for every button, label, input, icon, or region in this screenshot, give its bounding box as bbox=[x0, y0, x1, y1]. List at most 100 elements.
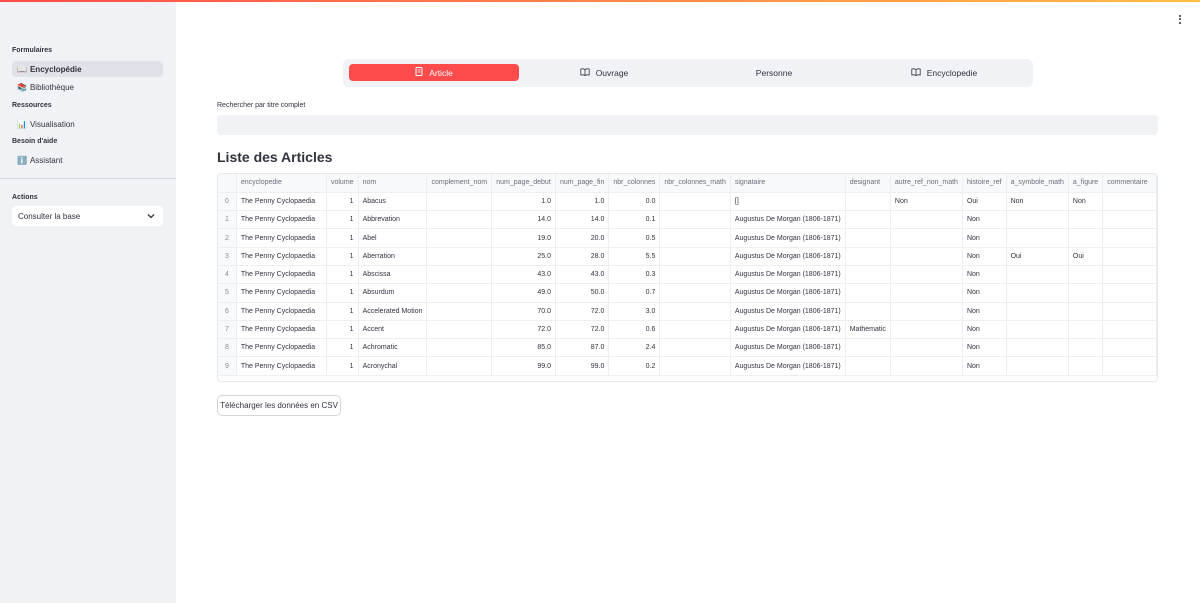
table-cell[interactable] bbox=[845, 247, 891, 266]
table-cell[interactable]: 87.0 bbox=[555, 338, 610, 358]
table-cell[interactable]: Oui bbox=[1006, 247, 1069, 266]
table-cell[interactable]: 72.0 bbox=[491, 320, 556, 340]
tab-ouvrage[interactable]: Ouvrage bbox=[519, 64, 689, 81]
table-cell[interactable]: 1 bbox=[326, 247, 359, 266]
table-cell[interactable] bbox=[426, 228, 493, 248]
table-cell[interactable]: Non bbox=[962, 210, 1007, 230]
table-cell[interactable] bbox=[890, 302, 963, 321]
table-cell[interactable] bbox=[1068, 228, 1104, 248]
table-cell[interactable] bbox=[426, 210, 493, 230]
download-csv-button[interactable]: Télécharger les données en CSV bbox=[217, 395, 341, 416]
table-cell[interactable] bbox=[1102, 356, 1157, 376]
column-header[interactable]: volume bbox=[326, 174, 359, 193]
table-cell[interactable] bbox=[890, 265, 963, 285]
table-cell[interactable]: Augustus De Morgan (1806-1871) bbox=[730, 338, 846, 358]
table-cell[interactable]: Absurdum bbox=[358, 283, 428, 303]
table-cell[interactable]: The Penny Cyclopaedia bbox=[236, 192, 327, 212]
table-cell[interactable]: The Penny Cyclopaedia bbox=[236, 338, 327, 358]
table-cell[interactable]: Augustus De Morgan (1806-1871) bbox=[730, 356, 846, 376]
table-cell[interactable]: 25.0 bbox=[491, 247, 556, 266]
table-cell[interactable]: The Penny Cyclopaedia bbox=[236, 210, 327, 230]
table-cell[interactable] bbox=[890, 338, 963, 358]
table-row[interactable]: 2 The Penny Cyclopaedia 1 Abel 19.0 20.0 0.5 Au… bbox=[218, 228, 1157, 248]
table-cell[interactable] bbox=[659, 228, 731, 248]
table-row[interactable]: 1 The Penny Cyclopaedia 1 Abbrevation 14.0 14… bbox=[218, 210, 1157, 230]
table-cell[interactable] bbox=[1102, 247, 1157, 266]
table-cell[interactable] bbox=[845, 302, 891, 321]
table-cell[interactable]: 3.0 bbox=[608, 302, 661, 321]
table-cell[interactable]: Mathematic bbox=[845, 320, 891, 340]
table-cell[interactable]: 1 bbox=[326, 265, 359, 285]
table-cell[interactable] bbox=[1068, 265, 1104, 285]
table-cell[interactable]: Non bbox=[962, 338, 1007, 358]
column-header[interactable]: designant bbox=[845, 174, 891, 193]
table-cell[interactable]: 1 bbox=[326, 192, 359, 212]
column-header[interactable]: histoire_ref bbox=[962, 174, 1007, 193]
table-cell[interactable]: 1 bbox=[326, 356, 359, 376]
table-cell[interactable]: Non bbox=[962, 320, 1007, 340]
table-cell[interactable]: Abbrevation bbox=[358, 210, 428, 230]
table-cell[interactable] bbox=[426, 283, 493, 303]
table-cell[interactable]: 20.0 bbox=[555, 228, 610, 248]
table-cell[interactable] bbox=[1068, 356, 1104, 376]
tab-article[interactable]: Article bbox=[349, 64, 519, 81]
table-cell[interactable]: Augustus De Morgan (1806-1871) bbox=[730, 302, 846, 321]
column-header[interactable]: a_symbole_math bbox=[1006, 174, 1069, 193]
table-cell[interactable] bbox=[845, 338, 891, 358]
table-cell[interactable] bbox=[1068, 320, 1104, 340]
articles-table[interactable]: encyclopedie volume nom complement_nom num_p… bbox=[217, 173, 1158, 382]
table-row[interactable]: 6 The Penny Cyclopaedia 1 Accelerated Motio… bbox=[218, 302, 1157, 321]
table-cell[interactable]: 0.0 bbox=[608, 192, 661, 212]
table-cell[interactable]: 1.0 bbox=[491, 192, 556, 212]
table-cell[interactable] bbox=[659, 302, 731, 321]
search-input[interactable] bbox=[217, 115, 1158, 135]
table-cell[interactable]: Non bbox=[890, 192, 963, 212]
table-cell[interactable]: 0.6 bbox=[608, 320, 661, 340]
table-row[interactable]: 5 The Penny Cyclopaedia 1 Absurdum 49.0 50.0 0… bbox=[218, 283, 1157, 303]
table-cell[interactable] bbox=[426, 302, 493, 321]
column-header[interactable] bbox=[218, 174, 237, 193]
table-cell[interactable]: The Penny Cyclopaedia bbox=[236, 265, 327, 285]
table-cell[interactable] bbox=[1006, 210, 1069, 230]
table-cell[interactable] bbox=[659, 210, 731, 230]
table-cell[interactable]: The Penny Cyclopaedia bbox=[236, 320, 327, 340]
table-cell[interactable] bbox=[659, 192, 731, 212]
table-cell[interactable] bbox=[659, 320, 731, 340]
table-cell[interactable]: 85.0 bbox=[491, 338, 556, 358]
table-cell[interactable]: Abscissa bbox=[358, 265, 428, 285]
table-cell[interactable]: 2.4 bbox=[608, 338, 661, 358]
table-cell[interactable]: Abacus bbox=[358, 192, 428, 212]
table-cell[interactable]: 1.0 bbox=[555, 192, 610, 212]
table-cell[interactable]: 14.0 bbox=[491, 210, 556, 230]
table-row[interactable]: 9 The Penny Cyclopaedia 1 Acronychal 99.0 99.… bbox=[218, 356, 1157, 376]
table-cell[interactable]: Achromatic bbox=[358, 338, 428, 358]
table-cell[interactable]: Augustus De Morgan (1806-1871) bbox=[730, 283, 846, 303]
table-cell[interactable] bbox=[426, 338, 493, 358]
table-cell[interactable]: 70.0 bbox=[491, 302, 556, 321]
table-cell[interactable] bbox=[890, 283, 963, 303]
table-cell[interactable] bbox=[426, 192, 493, 212]
table-cell[interactable]: 1 bbox=[326, 283, 359, 303]
table-row[interactable]: 0 The Penny Cyclopaedia 1 Abacus 1.0 1.0 0.0[]… bbox=[218, 192, 1157, 212]
table-cell[interactable]: 0.3 bbox=[608, 265, 661, 285]
table-cell[interactable]: Oui bbox=[962, 192, 1007, 212]
actions-select[interactable]: Consulter la base bbox=[12, 206, 163, 226]
table-cell[interactable]: 0.7 bbox=[608, 283, 661, 303]
table-cell[interactable]: Non bbox=[962, 356, 1007, 376]
table-cell[interactable]: Non bbox=[962, 283, 1007, 303]
table-cell[interactable]: The Penny Cyclopaedia bbox=[236, 228, 327, 248]
column-header[interactable]: signataire bbox=[730, 174, 846, 193]
table-cell[interactable] bbox=[659, 356, 731, 376]
table-cell[interactable] bbox=[1068, 210, 1104, 230]
table-cell[interactable]: The Penny Cyclopaedia bbox=[236, 247, 327, 266]
table-cell[interactable]: 0.1 bbox=[608, 210, 661, 230]
table-cell[interactable]: Acronychal bbox=[358, 356, 428, 376]
table-cell[interactable]: 72.0 bbox=[555, 320, 610, 340]
table-cell[interactable]: [] bbox=[730, 192, 846, 212]
table-cell[interactable] bbox=[1102, 320, 1157, 340]
table-cell[interactable] bbox=[659, 283, 731, 303]
table-cell[interactable]: 28.0 bbox=[555, 247, 610, 266]
table-cell[interactable] bbox=[1102, 210, 1157, 230]
table-cell[interactable] bbox=[890, 247, 963, 266]
table-cell[interactable] bbox=[426, 320, 493, 340]
